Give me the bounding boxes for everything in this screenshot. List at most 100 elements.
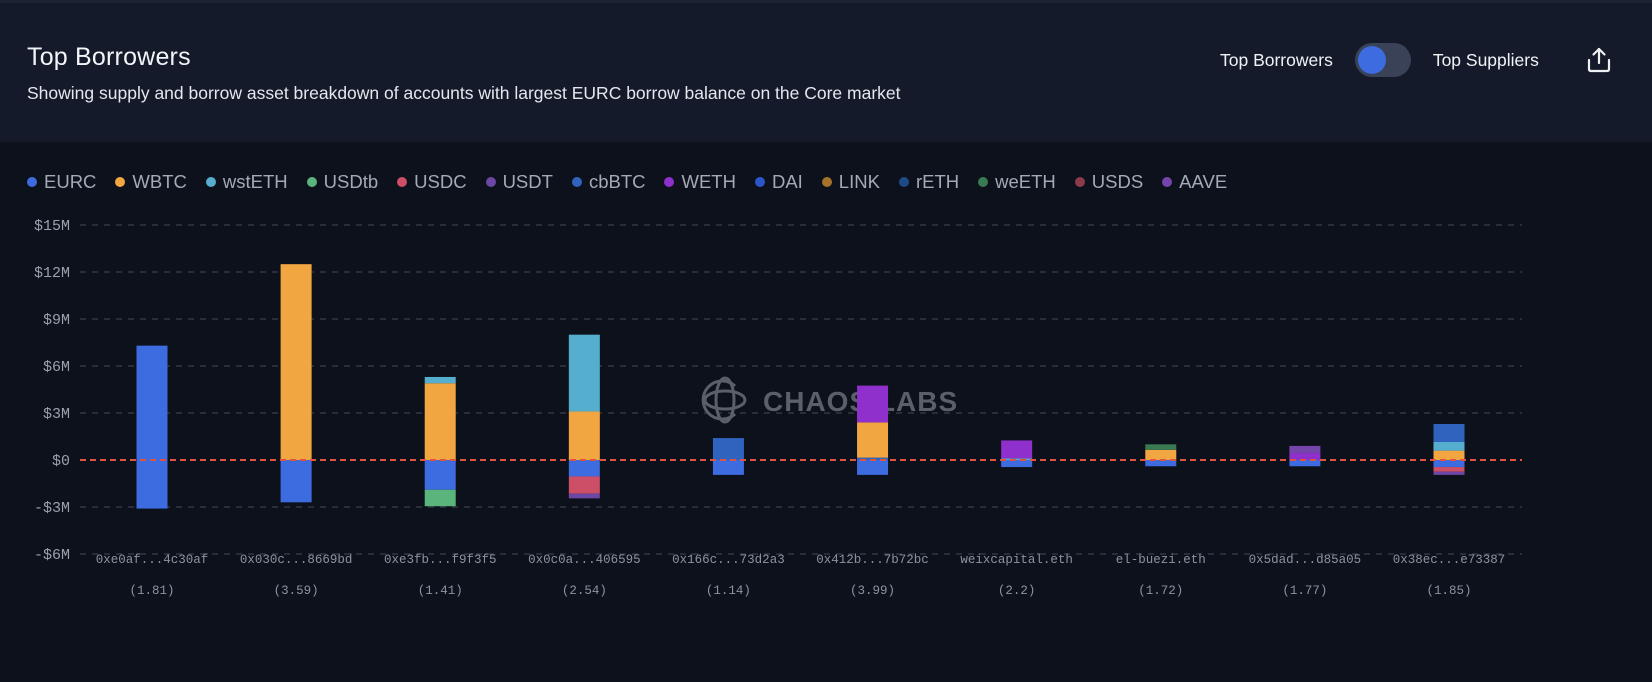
legend-dot-icon <box>571 177 582 187</box>
bar-segment-borrow-usdt[interactable] <box>1433 471 1465 475</box>
legend-label: rETH <box>915 171 960 192</box>
x-axis-health-factor: (2.54) <box>562 584 607 598</box>
x-axis-account-label[interactable]: 0x38ec...e73387 <box>1393 553 1506 567</box>
x-axis-account-label[interactable]: 0x030c...8669bd <box>240 553 353 567</box>
legend-dot-icon <box>115 177 126 187</box>
bar-segment-borrow-eurc[interactable] <box>1433 460 1465 468</box>
bar-segment-supply-wbtc[interactable] <box>1145 449 1177 460</box>
share-button[interactable] <box>1585 46 1613 74</box>
account-bar[interactable] <box>1145 444 1177 467</box>
legend-item-weeth[interactable]: weETH <box>978 171 1056 193</box>
bar-segment-borrow-eurc[interactable] <box>857 460 889 475</box>
toggle-label-top-borrowers[interactable]: Top Borrowers <box>1220 49 1333 70</box>
x-axis-account-label[interactable]: weixcapital.eth <box>960 553 1073 567</box>
x-axis-labels: 0xe0af...4c30af (1.81) 0x030c...8669bd (3.5… <box>96 553 1506 598</box>
legend-item-reth[interactable]: rETH <box>898 171 960 193</box>
legend-item-usdc[interactable]: USDC <box>397 171 467 193</box>
bar-segment-borrow-eurc[interactable] <box>424 460 456 490</box>
bar-segment-supply-wbtc[interactable] <box>424 383 456 460</box>
account-bar[interactable] <box>1001 440 1033 468</box>
legend-item-aave[interactable]: AAVE <box>1162 171 1227 193</box>
legend-label: WETH <box>681 171 736 192</box>
bar-segment-borrow-usdc[interactable] <box>568 476 600 494</box>
gridlines <box>80 224 1522 555</box>
account-bar[interactable] <box>568 334 600 499</box>
bar-segment-supply-cbbtc[interactable] <box>857 457 889 460</box>
bar-segment-borrow-eurc[interactable] <box>1145 460 1177 467</box>
bar-segment-supply-wsteth[interactable] <box>568 334 600 412</box>
x-axis-account-label[interactable]: 0x5dad...d85a05 <box>1249 553 1362 567</box>
legend-item-eurc[interactable]: EURC <box>27 171 96 193</box>
account-bar[interactable] <box>424 376 456 507</box>
account-bar[interactable] <box>280 264 312 503</box>
bar-segment-supply-wsteth[interactable] <box>1001 458 1033 460</box>
bar-segment-supply-aave[interactable] <box>1289 445 1321 453</box>
x-axis-health-factor: (1.41) <box>418 584 463 598</box>
legend-item-weth[interactable]: WETH <box>664 171 736 193</box>
legend-item-wbtc[interactable]: WBTC <box>115 171 187 193</box>
account-bar[interactable] <box>1289 445 1321 467</box>
bars <box>136 264 1465 509</box>
y-tick-label: $9M <box>43 312 70 329</box>
chaos-labs-watermark: CHAOS LABS <box>701 376 957 424</box>
legend-item-usdtb[interactable]: USDtb <box>306 171 378 193</box>
bar-segment-supply-weeth[interactable] <box>1145 444 1177 450</box>
legend-item-dai[interactable]: DAI <box>754 171 803 193</box>
x-axis-account-label[interactable]: 0xe0af...4c30af <box>96 553 209 567</box>
x-axis-account-label[interactable]: el-buezi.eth <box>1116 553 1206 567</box>
legend-label: USDC <box>414 171 467 192</box>
x-axis-account-label[interactable]: 0x412b...7b72bc <box>816 553 929 567</box>
y-axis-ticks: $15M $12M $9M $6M $3M $0 -$3M -$6M <box>34 218 70 564</box>
legend-label: AAVE <box>1179 171 1228 192</box>
account-bar[interactable] <box>857 385 889 475</box>
bar-segment-borrow-eurc[interactable] <box>1289 460 1321 467</box>
x-axis-health-factor: (1.72) <box>1138 584 1183 598</box>
bar-segment-borrow-eurc[interactable] <box>280 460 312 503</box>
bar-segment-supply-wbtc[interactable] <box>568 411 600 460</box>
x-axis-account-label[interactable]: 0x166c...73d2a3 <box>672 553 785 567</box>
y-tick-label: -$6M <box>34 547 70 564</box>
bar-segment-supply-eurc[interactable] <box>136 345 168 460</box>
legend-item-usds[interactable]: USDS <box>1074 171 1143 193</box>
borrowers-suppliers-toggle[interactable] <box>1354 43 1411 77</box>
bar-segment-supply-wsteth[interactable] <box>424 376 456 384</box>
bar-segment-borrow-eurc[interactable] <box>1001 460 1033 468</box>
bar-segment-supply-weth[interactable] <box>857 385 889 423</box>
y-tick-label: $15M <box>34 218 70 235</box>
bar-segment-supply-cbbtc[interactable] <box>712 438 744 460</box>
legend-item-link[interactable]: LINK <box>821 171 880 193</box>
bar-segment-supply-wbtc[interactable] <box>280 264 312 460</box>
bar-segment-supply-cbbtc[interactable] <box>1433 423 1465 442</box>
chart-legend: EURC WBTC wstETH USDtb USDC USDT cbBTC WETH DAI L… <box>27 171 1246 193</box>
y-tick-label: $0 <box>52 453 70 470</box>
bar-segment-borrow-eurc[interactable] <box>568 460 600 477</box>
legend-dot-icon <box>1074 177 1085 187</box>
legend-label: cbBTC <box>588 171 646 192</box>
bar-segment-supply-wsteth[interactable] <box>1433 441 1465 451</box>
bar-segment-borrow-usdt[interactable] <box>568 493 600 499</box>
bar-segment-borrow-eurc[interactable] <box>712 460 744 475</box>
bar-segment-supply-wbtc[interactable] <box>857 422 889 458</box>
bar-segment-borrow-usdc[interactable] <box>1433 467 1465 472</box>
bar-segment-supply-weth[interactable] <box>1289 452 1321 460</box>
chart-title: Top Borrowers <box>27 43 191 71</box>
legend-label: DAI <box>771 171 803 192</box>
account-bar[interactable] <box>712 438 744 475</box>
x-axis-account-label[interactable]: 0x0c0a...406595 <box>528 553 641 567</box>
legend-dot-icon <box>821 177 832 187</box>
bar-segment-borrow-eurc[interactable] <box>136 460 168 509</box>
bar-segment-supply-wbtc[interactable] <box>1433 450 1465 460</box>
bar-segment-borrow-usdtb[interactable] <box>424 489 456 507</box>
legend-item-wsteth[interactable]: wstETH <box>205 171 288 193</box>
toggle-label-top-suppliers[interactable]: Top Suppliers <box>1432 49 1539 70</box>
x-axis-health-factor: (1.77) <box>1282 584 1327 598</box>
account-bar[interactable] <box>1433 423 1465 475</box>
x-axis-account-label[interactable]: 0xe3fb...f9f3f5 <box>384 553 497 567</box>
account-bar[interactable] <box>136 345 168 509</box>
legend-dot-icon <box>205 177 216 187</box>
bar-segment-supply-weth[interactable] <box>1001 440 1033 459</box>
legend-item-usdt[interactable]: USDT <box>485 171 553 193</box>
legend-item-cbbtc[interactable]: cbBTC <box>571 171 646 193</box>
legend-label: LINK <box>838 171 880 192</box>
legend-dot-icon <box>27 177 37 187</box>
